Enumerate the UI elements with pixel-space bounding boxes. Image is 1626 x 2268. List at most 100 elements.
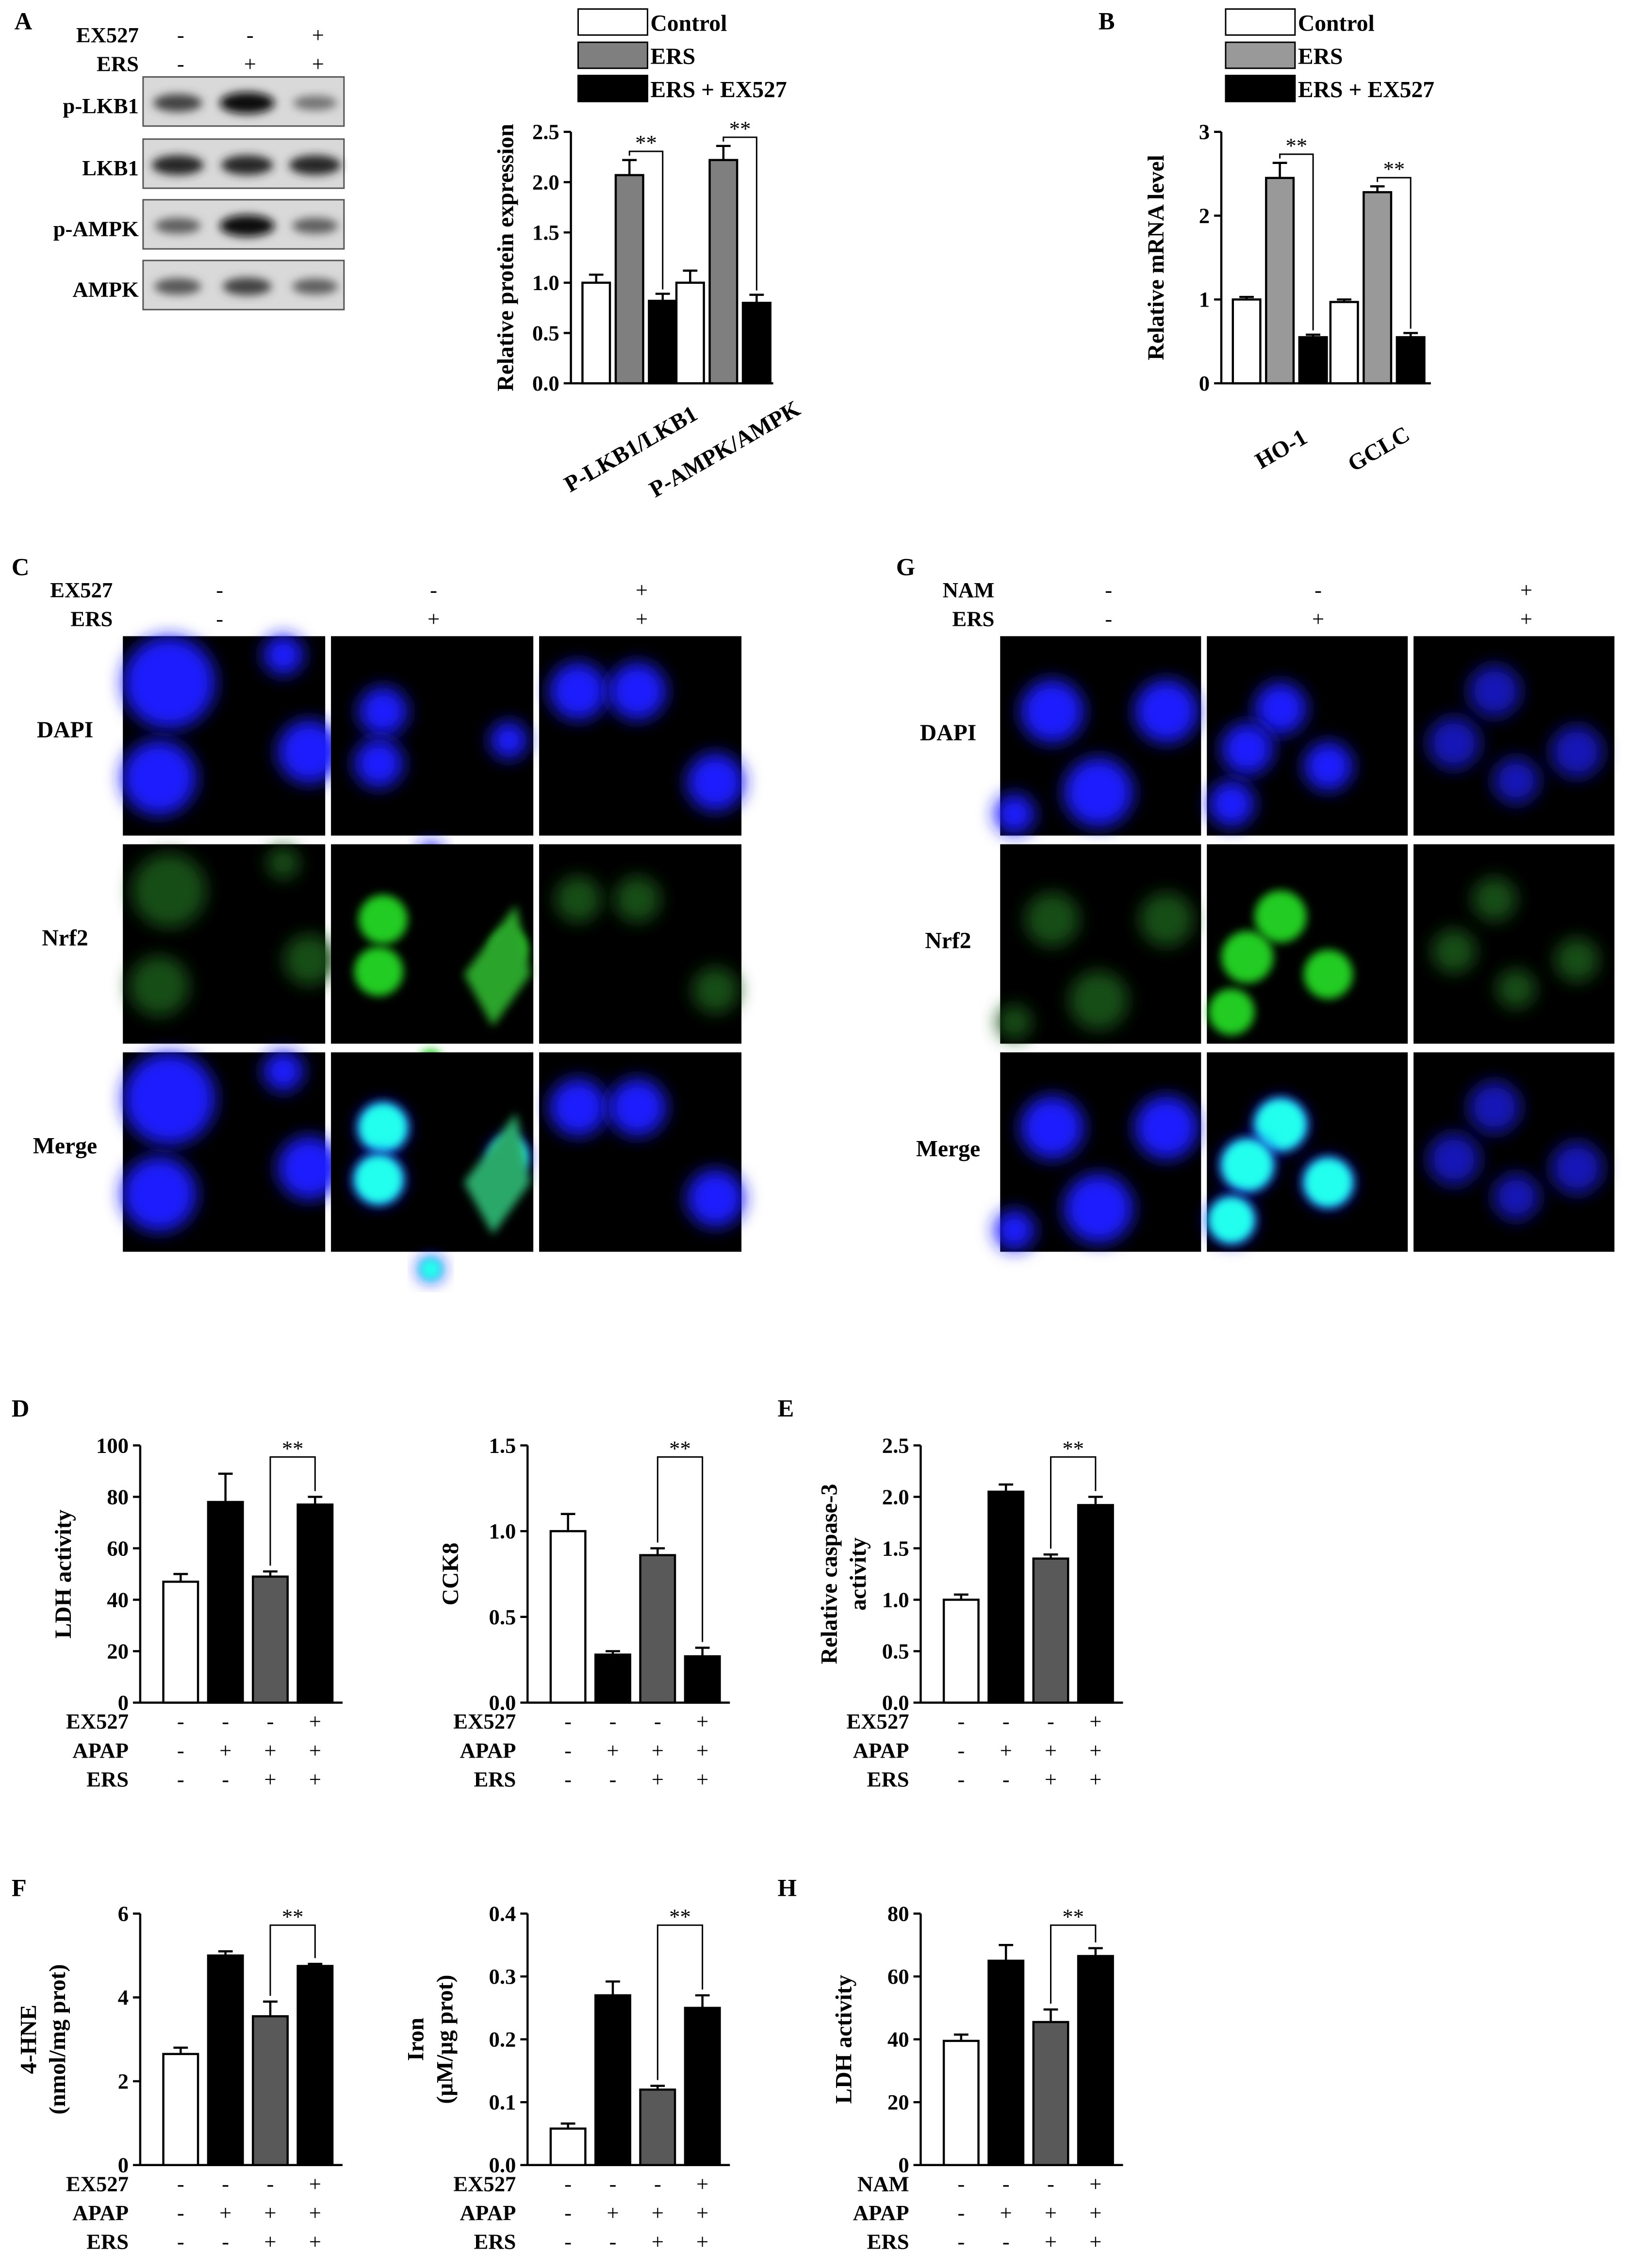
bar	[942, 2040, 980, 2167]
if-sign: -	[1105, 578, 1112, 602]
legend-swatch-ers	[1225, 41, 1296, 69]
treatment-sign: +	[1000, 1738, 1012, 1762]
nrf2-signal	[1496, 969, 1536, 1009]
treatment-sign: +	[696, 2230, 708, 2254]
bar	[252, 2015, 289, 2167]
treatment-sign: +	[264, 2201, 276, 2225]
nrf2-signal	[1221, 930, 1274, 983]
treatment-sign: -	[609, 2171, 617, 2196]
if-image-nrf2	[539, 844, 742, 1044]
y-tick-label: 6	[118, 1901, 129, 1925]
nrf2-signal	[132, 853, 206, 928]
nucleus	[1254, 682, 1307, 734]
blot-treatment-label: ERS	[97, 52, 139, 76]
nucleus	[1020, 679, 1084, 743]
nrf2-signal	[692, 967, 739, 1013]
nrf2-signal	[1208, 989, 1255, 1035]
treatment-sign: +	[309, 1738, 321, 1762]
y-tick-label: 60	[887, 1964, 909, 1989]
significance-bracket	[657, 1456, 704, 1642]
y-axis-label: Relative protein expression	[493, 124, 518, 391]
blot-row-label: p-AMPK	[53, 216, 139, 241]
significance-mark: **	[729, 116, 751, 141]
legend-label-combo: ERS + EX527	[650, 77, 787, 102]
treatment-label: APAP	[460, 1738, 516, 1762]
treatment-label: ERS	[867, 1767, 909, 1791]
treatment-sign: -	[177, 1767, 184, 1791]
blot-row-label: p-LKB1	[63, 94, 139, 118]
significance-bracket	[1377, 177, 1412, 329]
treatment-sign: -	[177, 2171, 184, 2196]
panel-letter-F: F	[12, 1875, 27, 1902]
nucleus	[490, 721, 528, 759]
chart-panel-F-4hne: 0 2 4 6 4-HNE (nmol/mg prot) ** EX527 - - - + APAP - +…	[16, 1901, 343, 2254]
y-tick-label: 40	[107, 1587, 129, 1612]
treatment-sign: -	[177, 1738, 184, 1762]
blot-band	[153, 94, 202, 112]
treatment-label: ERS	[867, 2230, 909, 2254]
nucleus	[686, 753, 745, 811]
nucleus	[277, 720, 341, 784]
y-tick-label: 1	[1199, 287, 1210, 311]
if-row-label: DAPI	[920, 720, 976, 746]
bar	[614, 174, 644, 385]
chart-panel-E-caspase: 0.0 0.5 1.0 1.5 2.0 2.5 Relative caspase-3 acti…	[817, 1433, 1123, 1791]
y-tick-label: 20	[887, 2090, 909, 2114]
treatment-sign: +	[1045, 1767, 1057, 1791]
if-sign: -	[216, 606, 223, 631]
treatment-sign: -	[564, 2230, 572, 2254]
y-tick-label: 3	[1199, 120, 1210, 144]
blot-sign: -	[246, 23, 254, 47]
y-tick-label: 0.4	[489, 1901, 516, 1925]
nucleus	[123, 1052, 215, 1145]
legend-swatch-combo	[577, 75, 648, 102]
y-tick-label: 2.5	[532, 120, 559, 144]
nucleus	[1468, 1081, 1521, 1134]
treatment-label: ERS	[474, 2230, 516, 2254]
bar	[675, 281, 705, 385]
treatment-sign: +	[309, 1767, 321, 1791]
nucleus	[1134, 1095, 1199, 1159]
nrf2-signal	[1208, 1197, 1255, 1243]
bar	[1329, 301, 1359, 385]
legend-label-ers: ERS	[650, 44, 695, 69]
treatment-sign: +	[219, 2201, 231, 2225]
treatment-sign: +	[696, 1767, 708, 1791]
treatment-sign: -	[222, 2230, 229, 2254]
nrf2-signal	[1303, 1158, 1353, 1207]
if-sign: +	[427, 606, 440, 631]
bar	[162, 1581, 199, 1704]
treatment-sign: +	[264, 2230, 276, 2254]
treatment-sign: -	[564, 2171, 572, 2196]
y-axis-label: 4-HNE	[16, 2005, 41, 2074]
treatment-label: APAP	[72, 1738, 129, 1762]
bar	[549, 1530, 587, 1704]
treatment-sign: +	[607, 2201, 619, 2225]
legend-label-control: Control	[650, 11, 727, 36]
treatment-sign: -	[564, 1767, 572, 1791]
treatment-sign: -	[1047, 2171, 1054, 2196]
significance-bracket	[628, 150, 664, 290]
nucleus	[121, 740, 197, 816]
significance-bracket	[1050, 1924, 1097, 2004]
bar	[296, 1503, 334, 1704]
blot-band	[219, 215, 275, 237]
bar	[639, 2089, 676, 2167]
y-tick-label: 4	[118, 1985, 129, 2009]
treatment-sign: +	[264, 1767, 276, 1791]
treatment-sign: +	[652, 1767, 664, 1791]
nrf2-signal	[358, 895, 408, 944]
cytoplasm-signal	[464, 905, 531, 1027]
y-tick-label: 0.1	[489, 2090, 516, 2114]
nrf2-signal	[1254, 890, 1307, 943]
nucleus	[1064, 1174, 1133, 1243]
treatment-sign: +	[1045, 2230, 1057, 2254]
bar	[648, 299, 678, 385]
treatment-sign: -	[564, 1738, 572, 1762]
blot-sign: +	[244, 52, 256, 76]
treatment-label: APAP	[72, 2201, 129, 2225]
y-tick-label: 2	[118, 2069, 129, 2093]
if-sign: +	[1520, 578, 1532, 602]
y-tick-label: 0	[898, 2153, 909, 2177]
category-label: GCLC	[1344, 422, 1414, 477]
